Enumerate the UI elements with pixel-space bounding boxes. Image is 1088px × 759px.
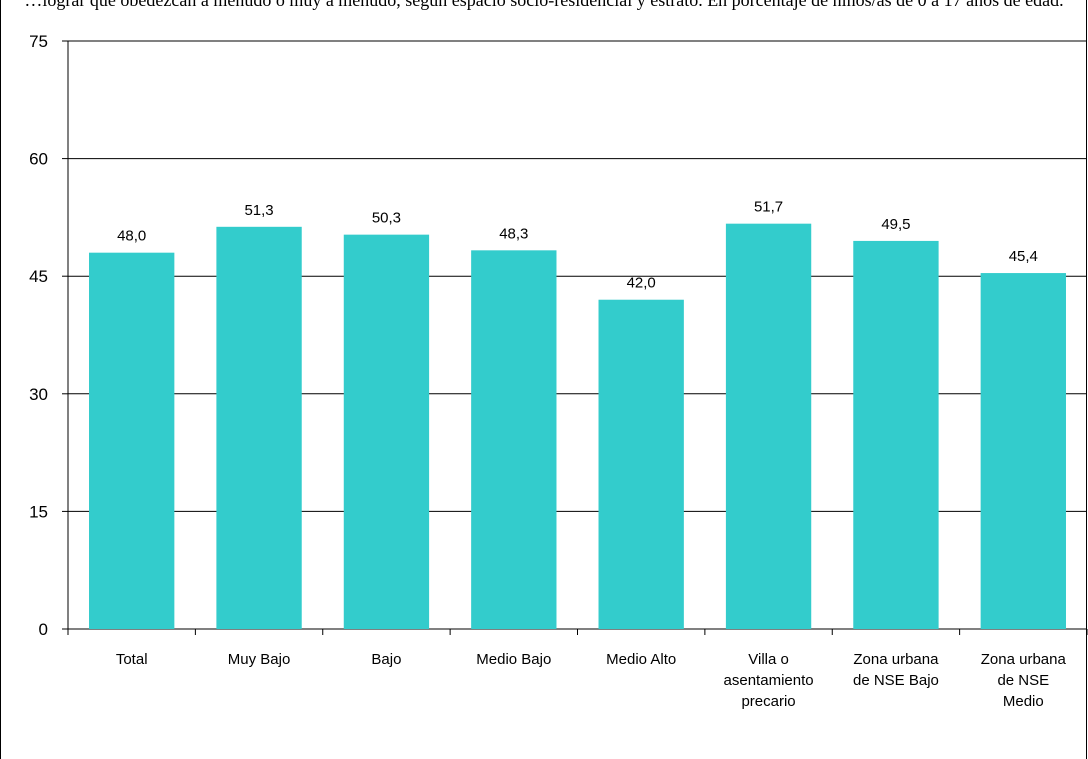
x-category-label: Medio Alto	[606, 651, 676, 668]
y-tick-label: 30	[29, 385, 48, 404]
x-category-label: de NSE Bajo	[853, 672, 939, 689]
y-tick-label: 75	[29, 32, 48, 51]
bar	[343, 234, 430, 629]
x-category-label: precario	[741, 693, 795, 710]
data-label: 51,7	[754, 199, 783, 216]
data-label: 42,0	[627, 275, 656, 292]
y-tick-label: 45	[29, 267, 48, 286]
bar	[725, 223, 812, 629]
y-tick-label: 60	[29, 150, 48, 169]
data-label: 48,0	[117, 228, 146, 245]
bar	[598, 299, 684, 629]
data-label: 45,4	[1009, 248, 1038, 265]
x-category-label: Medio Bajo	[476, 651, 551, 668]
chart-title: …lograr que obedezcan a menudo o muy a m…	[24, 0, 1064, 10]
x-category-label: Zona urbana	[981, 651, 1067, 668]
bar	[216, 226, 302, 630]
bar	[853, 240, 939, 630]
y-tick-label: 15	[29, 502, 48, 521]
x-category-label: Total	[116, 651, 148, 668]
x-category-label: Zona urbana	[853, 651, 939, 668]
y-tick-label: 0	[39, 620, 48, 639]
x-category-label: Medio	[1003, 693, 1044, 710]
data-label: 48,3	[499, 225, 528, 242]
x-category-label: Bajo	[371, 651, 401, 668]
data-label: 49,5	[881, 216, 910, 233]
x-category-label: de NSE	[997, 672, 1049, 689]
bar	[89, 252, 175, 629]
x-category-label: Muy Bajo	[228, 651, 291, 668]
data-label: 51,3	[244, 202, 273, 219]
bar	[980, 273, 1066, 629]
bar	[471, 250, 557, 629]
x-category-label: Villa o	[748, 651, 789, 668]
x-category-label: asentamiento	[724, 672, 814, 689]
data-label: 50,3	[372, 210, 401, 227]
